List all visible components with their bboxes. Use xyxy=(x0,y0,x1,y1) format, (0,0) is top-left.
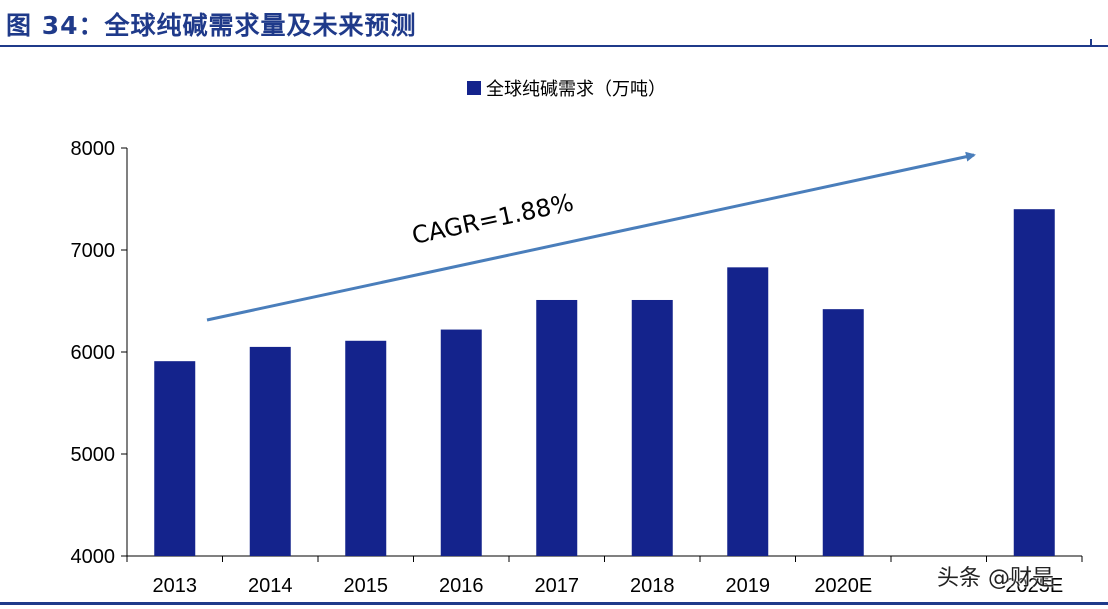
bar xyxy=(822,309,864,556)
bar xyxy=(440,329,482,556)
trend-arrow xyxy=(206,151,976,322)
x-tick-label: 2013 xyxy=(153,575,198,597)
y-tick-label: 6000 xyxy=(71,342,116,364)
x-tick-label: 2020E xyxy=(814,575,872,597)
bar-series xyxy=(154,209,1055,556)
bar xyxy=(536,299,578,556)
x-tick-label: 2016 xyxy=(439,575,484,597)
x-tick-label: 2017 xyxy=(535,575,580,597)
cagr-annotation: CAGR=1.88% xyxy=(206,151,976,322)
legend-label: 全球纯碱需求（万吨） xyxy=(486,79,666,100)
bar xyxy=(345,340,387,556)
bar xyxy=(154,361,196,556)
figure-header: 图 34：全球纯碱需求量及未来预测 xyxy=(0,0,1108,48)
bar xyxy=(631,299,673,556)
bar-chart: 全球纯碱需求（万吨） 4000 5000 6000 7000 8000 2013 2014… xyxy=(71,79,1083,597)
x-tick-label: 2014 xyxy=(248,575,293,597)
x-tick-label: 2018 xyxy=(630,575,675,597)
header-divider-tick xyxy=(1090,39,1092,47)
cagr-label: CAGR=1.88% xyxy=(409,188,576,250)
bar xyxy=(727,267,769,556)
legend-swatch xyxy=(467,81,481,95)
y-tick-label: 8000 xyxy=(71,138,116,160)
chart-legend: 全球纯碱需求（万吨） xyxy=(467,79,666,100)
y-axis: 4000 5000 6000 7000 8000 xyxy=(71,138,128,568)
x-tick-label: 2019 xyxy=(726,575,771,597)
footer-divider xyxy=(0,602,1108,605)
x-tick-label: 2015 xyxy=(344,575,389,597)
x-tick-label: 2025E xyxy=(1005,575,1063,597)
watermark-text: 头条 @财是 xyxy=(937,566,1054,591)
y-tick-label: 7000 xyxy=(71,240,116,262)
figure-title: 图 34：全球纯碱需求量及未来预测 xyxy=(6,11,417,40)
bar xyxy=(249,346,291,556)
x-axis: 2013 2014 2015 2016 2017 2018 2019 2020E 2025E xyxy=(126,555,1083,597)
bar xyxy=(1013,209,1055,556)
header-divider xyxy=(0,45,1108,47)
y-tick-label: 4000 xyxy=(71,546,116,568)
y-tick-label: 5000 xyxy=(71,444,116,466)
